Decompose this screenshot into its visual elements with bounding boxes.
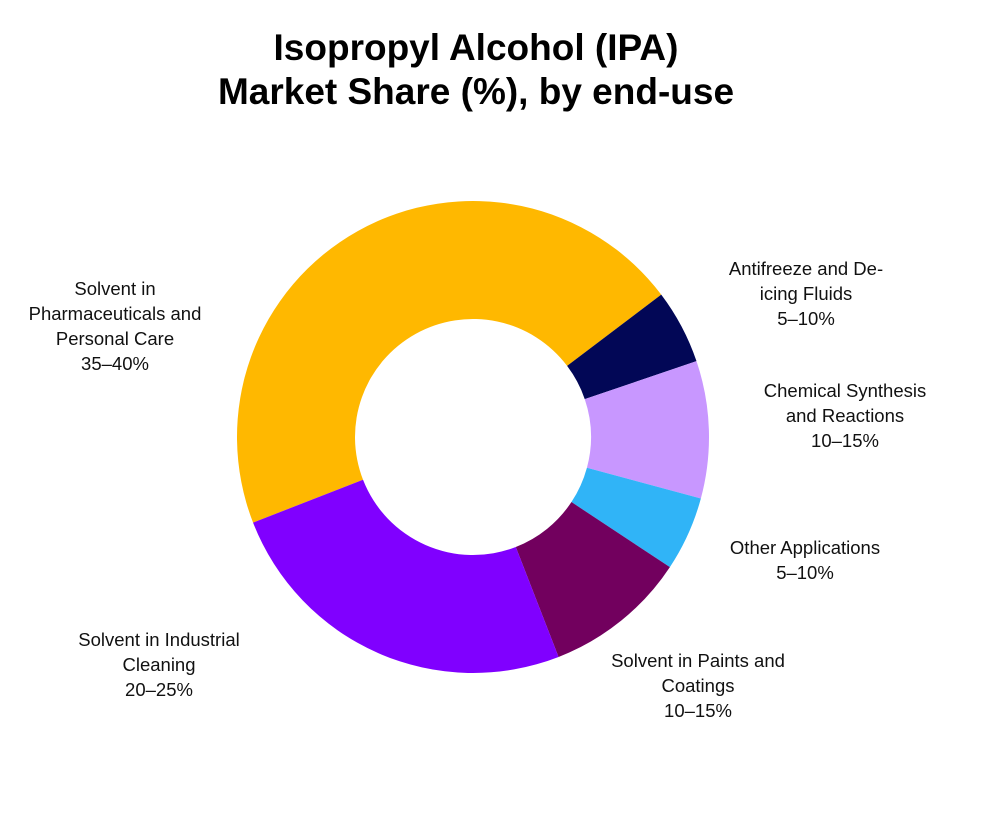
label-chemical-synthesis: Chemical Synthesis and Reactions 10–15% [740,378,950,453]
label-text: Coatings [661,675,735,696]
chart-title-line-1: Isopropyl Alcohol (IPA) [273,27,679,68]
label-value: 5–10% [777,308,835,329]
label-text: Pharmaceuticals and [28,303,202,324]
label-value: 5–10% [776,562,834,583]
label-value: 10–15% [664,700,732,721]
label-pharmaceuticals: Solvent in Pharmaceuticals and Personal … [10,276,220,376]
chart-title: Isopropyl Alcohol (IPA) Market Share (%)… [0,26,952,114]
label-value: 10–15% [811,430,879,451]
chart-title-line-2: Market Share (%), by end-use [217,71,735,112]
label-value: 35–40% [81,353,149,374]
slice-other-applications [571,467,701,568]
slice-chemical-synthesis [584,361,709,499]
label-value: 20–25% [125,679,193,700]
label-text: Solvent in Paints and [611,650,785,671]
slice-pharmaceuticals [236,200,662,523]
donut-slices [236,200,709,674]
label-text: Other Applications [729,537,881,558]
label-other-applications: Other Applications 5–10% [700,535,910,585]
label-text: Antifreeze and De- [728,258,884,279]
label-industrial-cleaning: Solvent in Industrial Cleaning 20–25% [52,627,266,702]
slice-antifreeze [567,294,697,400]
label-text: Personal Care [55,328,175,349]
label-antifreeze: Antifreeze and De- icing Fluids 5–10% [700,256,912,331]
label-text: Chemical Synthesis [763,380,927,401]
label-text: and Reactions [785,405,905,426]
slice-paints-coatings [515,502,670,657]
label-text: Solvent in Industrial [78,629,240,650]
label-text: Solvent in [74,278,156,299]
label-text: Cleaning [122,654,196,675]
label-text: icing Fluids [759,283,853,304]
slice-industrial-cleaning [253,479,559,674]
label-paints-coatings: Solvent in Paints and Coatings 10–15% [585,648,811,723]
